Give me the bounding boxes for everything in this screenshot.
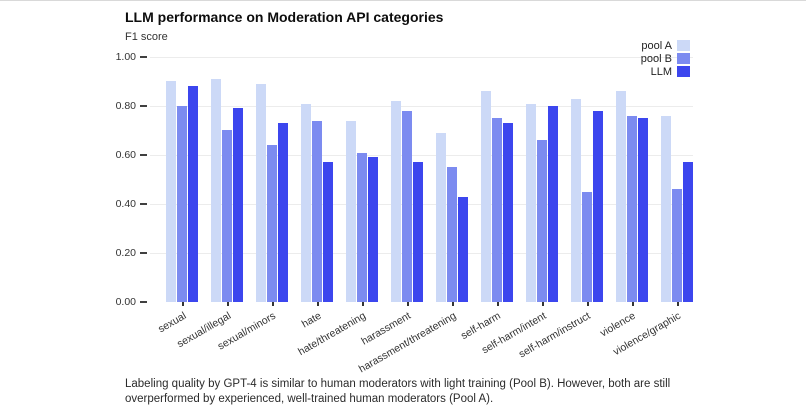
y-tick-mark (140, 203, 147, 205)
y-tick-0.00: 0.00 (90, 296, 147, 309)
bar-pool-b-sexual-minors (267, 145, 277, 302)
bar-pool-a-hate-threatening (346, 121, 356, 302)
bar-pool-b-violence-graphic (672, 189, 682, 302)
y-tick-label: 0.40 (115, 198, 136, 210)
y-tick-0.40: 0.40 (90, 198, 147, 211)
bar-pool-a-violence-graphic (661, 116, 671, 302)
y-tick-mark (140, 154, 147, 156)
bar-pool-a-sexual-minors (256, 84, 266, 302)
bar-pool-a-sexual (166, 81, 176, 302)
bar-llm-violence (638, 118, 648, 302)
y-tick-0.20: 0.20 (90, 247, 147, 260)
y-tick-0.60: 0.60 (90, 149, 147, 162)
bar-pool-a-harassment-threatening (436, 133, 446, 302)
caption-text: Labeling quality by GPT-4 is similar to … (125, 378, 671, 406)
plot-area: sexual sexual/illegal sexual/minors hate hat… (150, 57, 693, 375)
x-tick-hate (317, 302, 319, 306)
x-tick-self-harm-instruct (587, 302, 589, 306)
bar-pool-a-self-harm-instruct (571, 99, 581, 302)
bar-pool-b-violence (627, 116, 637, 302)
bar-pool-a-violence (616, 91, 626, 302)
x-label-sexual: sexual (155, 309, 188, 336)
bar-llm-self-harm-intent (548, 106, 558, 302)
bar-pool-b-harassment-threatening (447, 167, 457, 302)
y-tick-label: 0.80 (115, 100, 136, 112)
x-tick-sexual (182, 302, 184, 306)
y-tick-mark (140, 105, 147, 107)
bar-pool-a-self-harm-intent (526, 104, 536, 302)
bar-llm-self-harm (503, 123, 513, 302)
bar-pool-a-sexual-illegal (211, 79, 221, 302)
gridline-0.80 (150, 106, 693, 107)
bar-llm-sexual (188, 86, 198, 302)
bar-pool-a-hate (301, 104, 311, 302)
bar-llm-sexual-illegal (233, 108, 243, 302)
x-tick-harassment (407, 302, 409, 306)
x-tick-harassment-threatening (452, 302, 454, 306)
bar-pool-b-self-harm-intent (537, 140, 547, 302)
legend-swatch (677, 66, 690, 77)
legend-label: pool A (641, 39, 672, 52)
bar-pool-b-hate-threatening (357, 153, 367, 302)
bar-llm-violence-graphic (683, 162, 693, 302)
bar-pool-b-hate (312, 121, 322, 302)
gridline-1.00 (150, 57, 693, 58)
bar-pool-b-self-harm (492, 118, 502, 302)
bar-llm-hate (323, 162, 333, 302)
x-tick-sexual-illegal (227, 302, 229, 306)
y-tick-label: 1.00 (115, 51, 136, 63)
legend-item-pool-a: pool A (550, 39, 690, 52)
x-tick-self-harm (497, 302, 499, 306)
x-tick-hate-threatening (362, 302, 364, 306)
y-tick-mark (140, 56, 147, 58)
x-tick-violence (632, 302, 634, 306)
legend-item-llm: LLM (550, 65, 690, 78)
bar-llm-sexual-minors (278, 123, 288, 302)
y-tick-label: 0.60 (115, 149, 136, 161)
legend-swatch (677, 53, 690, 64)
legend-item-pool-b: pool B (550, 52, 690, 65)
bar-pool-a-harassment (391, 101, 401, 302)
legend-label: LLM (650, 65, 672, 78)
chart-title: LLM performance on Moderation API catego… (125, 9, 444, 25)
y-tick-label: 0.20 (115, 247, 136, 259)
bar-llm-hate-threatening (368, 157, 378, 302)
legend-label: pool B (640, 52, 672, 65)
bar-pool-b-harassment (402, 111, 412, 302)
bar-llm-harassment (413, 162, 423, 302)
bar-llm-self-harm-instruct (593, 111, 603, 302)
x-tick-violence-graphic (677, 302, 679, 306)
y-tick-label: 0.00 (115, 296, 136, 308)
y-tick-mark (140, 301, 147, 303)
y-tick-0.80: 0.80 (90, 100, 147, 113)
bar-pool-b-sexual (177, 106, 187, 302)
bar-pool-a-self-harm (481, 91, 491, 302)
y-tick-1.00: 1.00 (90, 51, 147, 64)
bar-llm-harassment-threatening (458, 197, 468, 302)
gridline-0.60 (150, 155, 693, 156)
x-label-hate: hate (299, 309, 323, 331)
bar-pool-b-self-harm-instruct (582, 192, 592, 302)
x-tick-sexual-minors (272, 302, 274, 306)
y-axis-title: F1 score (125, 31, 168, 43)
bar-pool-b-sexual-illegal (222, 130, 232, 302)
y-tick-mark (140, 252, 147, 254)
legend-swatch (677, 40, 690, 51)
x-tick-self-harm-intent (542, 302, 544, 306)
